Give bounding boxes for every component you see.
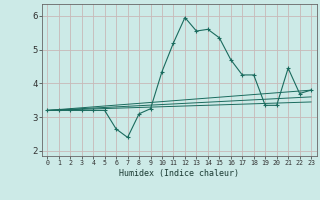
X-axis label: Humidex (Indice chaleur): Humidex (Indice chaleur) [119,169,239,178]
